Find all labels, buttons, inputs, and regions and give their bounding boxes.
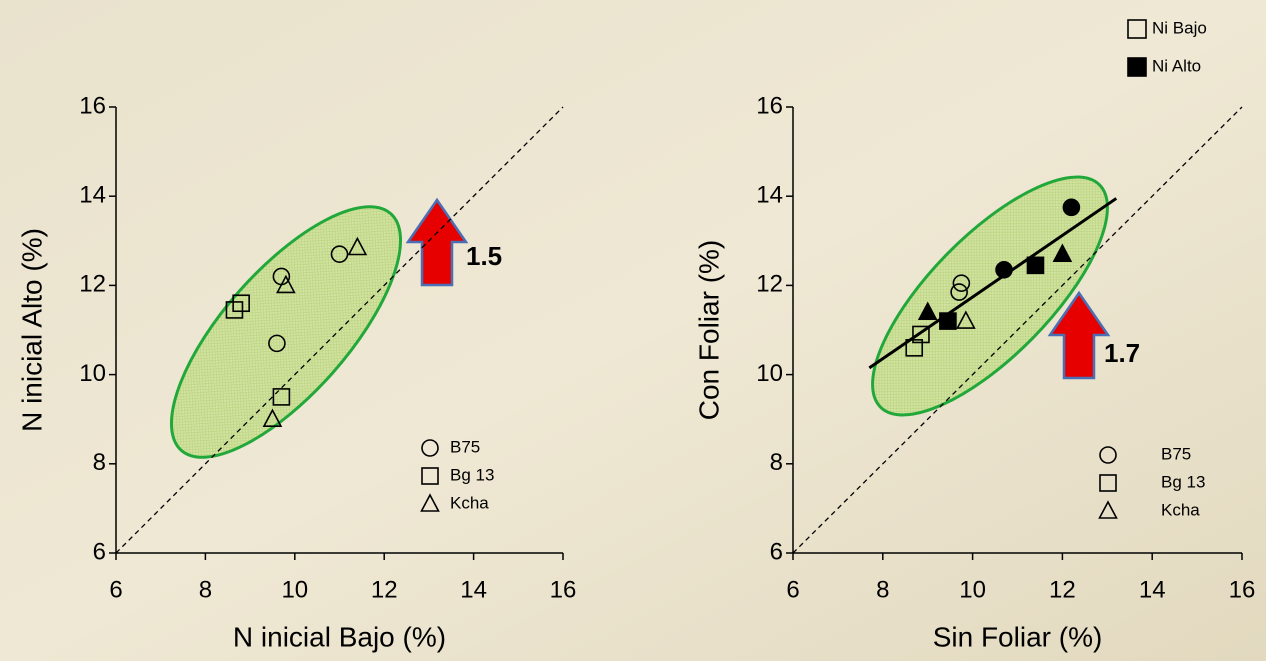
legend-label: B75 [450,437,480,456]
y-axis-title: N inicial Alto (%) [16,228,47,432]
marker [1027,257,1043,273]
legend-label: Bg 13 [1161,472,1205,491]
marker [996,262,1012,278]
y-tick-label: 14 [79,182,106,209]
y-tick-label: 16 [79,92,106,119]
x-axis-title: Sin Foliar (%) [933,621,1103,652]
legend-label: Bg 13 [450,465,494,484]
x-tick-label: 6 [786,576,799,603]
x-tick-label: 14 [1139,576,1166,603]
y-tick-label: 14 [756,182,783,209]
legend-swatch [1128,58,1146,76]
x-tick-label: 12 [1049,576,1076,603]
y-axis-title: Con Foliar (%) [693,240,724,420]
legend-label: Ni Alto [1152,56,1201,75]
y-tick-label: 6 [770,538,783,565]
x-tick-label: 10 [959,576,986,603]
marker [940,313,956,329]
y-tick-label: 10 [79,360,106,387]
legend-label: Ni Bajo [1152,18,1207,37]
marker [1063,199,1079,215]
y-tick-label: 10 [756,360,783,387]
y-tick-label: 8 [770,449,783,476]
legend-label: B75 [1161,444,1191,463]
x-tick-label: 8 [199,576,212,603]
y-tick-label: 12 [79,271,106,298]
x-tick-label: 16 [550,576,577,603]
x-axis-title: N inicial Bajo (%) [233,621,446,652]
x-tick-label: 16 [1229,576,1256,603]
annotation: 1.5 [466,241,502,271]
annotation: 1.7 [1104,338,1140,368]
page: {"chart_data": [ {"type": "scatter", "x_… [0,0,1266,661]
y-tick-label: 8 [93,449,106,476]
chart: 6 8 10 12 14 16 6 8 10 12 14 16 N inicial Bajo (%) N … [0,0,1266,661]
legend-label: Kcha [1161,500,1200,519]
y-tick-label: 6 [93,538,106,565]
legend-label: Kcha [450,493,489,512]
y-tick-label: 12 [756,271,783,298]
x-tick-label: 6 [109,576,122,603]
x-tick-label: 12 [371,576,398,603]
x-tick-label: 10 [281,576,308,603]
x-tick-label: 8 [876,576,889,603]
y-tick-label: 16 [756,92,783,119]
x-tick-label: 14 [460,576,487,603]
